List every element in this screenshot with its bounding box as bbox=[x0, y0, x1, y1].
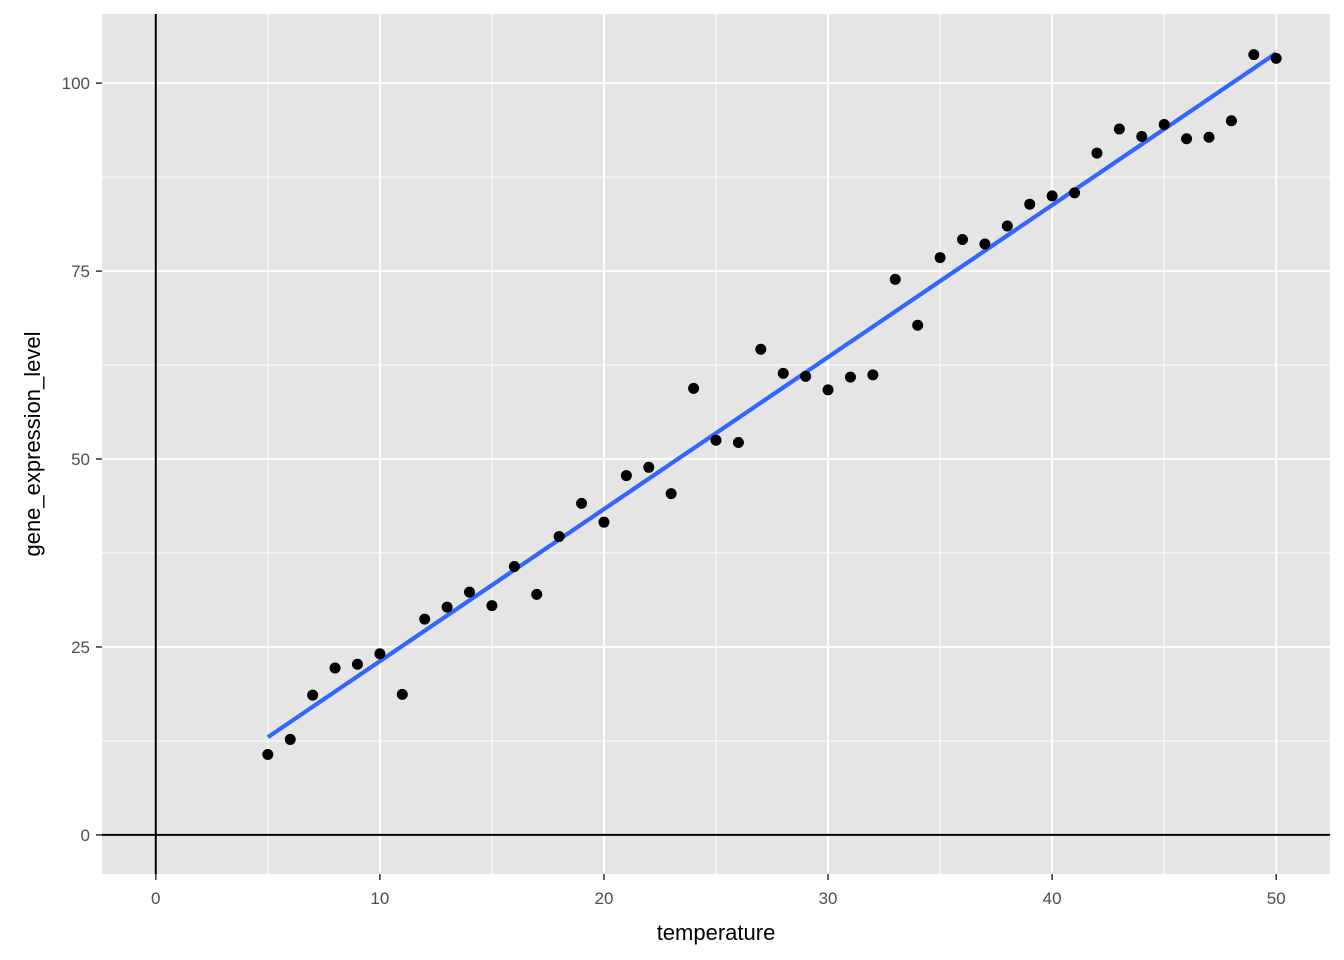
reference-lines bbox=[102, 14, 1330, 874]
data-point bbox=[1046, 190, 1058, 202]
data-point bbox=[889, 273, 901, 285]
data-point bbox=[1225, 115, 1237, 127]
data-point bbox=[912, 319, 924, 331]
x-tick-label: 30 bbox=[819, 889, 838, 908]
data-point bbox=[710, 434, 722, 446]
y-tick-label: 100 bbox=[62, 74, 90, 93]
data-point bbox=[844, 371, 856, 383]
data-points bbox=[262, 49, 1282, 760]
y-tick-label: 25 bbox=[71, 638, 90, 657]
data-point bbox=[1158, 119, 1170, 131]
data-point bbox=[419, 613, 431, 625]
data-point bbox=[732, 436, 744, 448]
data-point bbox=[1181, 133, 1193, 145]
x-tick-label: 40 bbox=[1043, 889, 1062, 908]
y-tick-label: 50 bbox=[71, 450, 90, 469]
data-point bbox=[1136, 131, 1148, 143]
x-axis-ticks: 0 10 20 30 40 50 bbox=[151, 874, 1286, 908]
data-point bbox=[329, 662, 341, 674]
x-tick-label: 20 bbox=[594, 889, 613, 908]
data-point bbox=[1248, 49, 1260, 61]
data-point bbox=[531, 588, 543, 600]
y-tick-label: 0 bbox=[81, 826, 90, 845]
data-point bbox=[1024, 198, 1036, 210]
x-axis-title: temperature bbox=[657, 920, 776, 945]
data-point bbox=[1001, 220, 1013, 232]
data-point bbox=[688, 382, 700, 394]
data-point bbox=[351, 658, 363, 670]
data-point bbox=[1203, 131, 1215, 143]
trend-line-layer bbox=[266, 51, 1278, 739]
data-point bbox=[956, 234, 968, 246]
data-point bbox=[262, 748, 274, 760]
data-point bbox=[620, 470, 632, 482]
y-axis-ticks: 0 25 50 75 100 bbox=[62, 74, 102, 845]
data-point bbox=[822, 384, 834, 396]
data-point bbox=[934, 252, 946, 264]
data-point bbox=[307, 689, 319, 701]
data-point bbox=[1113, 123, 1125, 135]
data-point bbox=[284, 733, 296, 745]
data-point bbox=[598, 516, 610, 528]
data-point bbox=[755, 343, 767, 355]
trend-line bbox=[266, 51, 1278, 739]
data-point bbox=[800, 370, 812, 382]
data-point bbox=[1069, 187, 1081, 199]
data-point bbox=[553, 530, 565, 542]
data-point bbox=[867, 369, 879, 381]
x-tick-label: 50 bbox=[1267, 889, 1286, 908]
data-point bbox=[777, 367, 789, 379]
data-point bbox=[576, 497, 588, 509]
data-point bbox=[979, 238, 991, 250]
data-point bbox=[1091, 147, 1103, 159]
x-tick-label: 10 bbox=[370, 889, 389, 908]
y-axis-title: gene_expression_level bbox=[20, 331, 45, 556]
data-point bbox=[441, 601, 453, 613]
data-point bbox=[508, 561, 520, 573]
x-tick-label: 0 bbox=[151, 889, 160, 908]
y-tick-label: 75 bbox=[71, 262, 90, 281]
data-point bbox=[486, 600, 498, 612]
data-point bbox=[464, 586, 476, 598]
data-point bbox=[1270, 52, 1282, 64]
data-point bbox=[643, 461, 655, 473]
data-point bbox=[374, 648, 386, 660]
data-point bbox=[665, 488, 677, 500]
data-point bbox=[396, 688, 408, 700]
